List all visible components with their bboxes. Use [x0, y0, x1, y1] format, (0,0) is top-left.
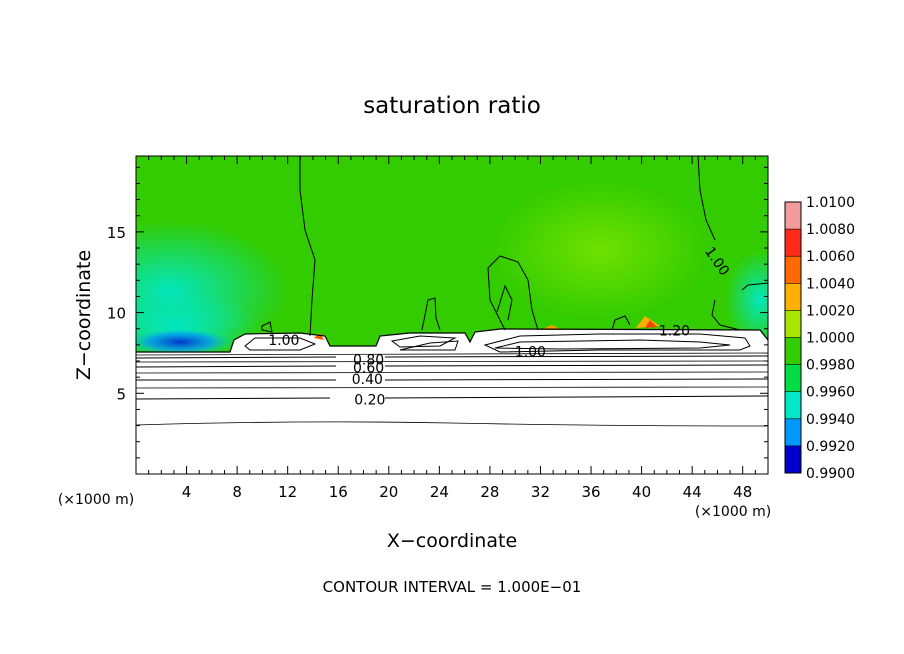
colorbar-label: 1.0060: [806, 249, 855, 265]
colorbar-label: 0.9920: [806, 439, 855, 455]
contour-interval-note: CONTOUR INTERVAL = 1.000E−01: [323, 578, 582, 596]
y-tick-label: 15: [107, 224, 126, 242]
x-tick-label: 32: [531, 483, 550, 501]
contour-label: 0.20: [354, 393, 385, 409]
contour-label: 0.60: [353, 360, 384, 376]
colorbar-band: [785, 445, 801, 474]
colorbar-label: 1.0000: [806, 331, 855, 347]
x-tick-label: 24: [430, 483, 449, 501]
colorbar-label: 1.0080: [806, 222, 855, 238]
cyan-region-right: [725, 250, 768, 350]
contour-label: 1.00: [268, 333, 299, 349]
blue-region: [136, 328, 235, 356]
colorbar-band: [785, 337, 801, 366]
x-tick-label: 36: [581, 483, 600, 501]
chart-title: saturation ratio: [363, 93, 541, 119]
colorbar: 1.0100 1.0080 1.0060 1.0040 1.0020 1.0000 0.99…: [784, 195, 855, 482]
colorbar-band: [785, 310, 801, 338]
x-tick-label: 40: [632, 483, 651, 501]
colorbar-label: 0.9900: [806, 466, 855, 482]
x-tick-label: 4: [182, 483, 192, 501]
x-tick-label: 48: [733, 483, 752, 501]
x-tick-label: 8: [232, 483, 242, 501]
plot-area: 0.200.400.600.801.001.001.201.00: [136, 156, 768, 474]
contour-label: 1.00: [515, 344, 546, 360]
colorbar-band: [785, 418, 801, 447]
x-unit-left: (×1000 m): [58, 492, 134, 508]
colorbar-band: [785, 364, 801, 393]
colorbar-label: 0.9980: [806, 358, 855, 374]
x-tick-label: 12: [278, 483, 297, 501]
colorbar-label: 0.9960: [806, 385, 855, 401]
colorbar-band: [785, 283, 801, 311]
red-streak: [314, 333, 324, 340]
contour-label: 0.40: [352, 372, 383, 388]
light-green-region: [490, 180, 710, 320]
y-tick-label: 5: [116, 385, 126, 403]
colorbar-band: [785, 256, 801, 284]
colorbar-band: [785, 202, 801, 230]
y-tick-label: 10: [107, 305, 126, 323]
colorbar-label: 1.0040: [806, 276, 855, 292]
x-tick-label: 20: [379, 483, 398, 501]
contour-label: 0.80: [353, 352, 384, 368]
x-unit-right: (×1000 m): [695, 504, 771, 520]
colorbar-band: [785, 391, 801, 420]
contour-lines: [136, 156, 768, 427]
colorbar-label: 1.0020: [806, 303, 855, 319]
contour-label: 1.20: [659, 323, 690, 339]
colorbar-band: [785, 229, 801, 257]
colorbar-label: 1.0100: [806, 195, 855, 211]
x-axis-label: X−coordinate: [387, 530, 517, 552]
colorbar-label: 0.9940: [806, 412, 855, 428]
y-axis-label: Z−coordinate: [73, 250, 95, 380]
red-streak: [645, 320, 657, 328]
x-tick-label: 28: [480, 483, 499, 501]
x-tick-label: 44: [683, 483, 702, 501]
x-tick-label: 16: [329, 483, 348, 501]
